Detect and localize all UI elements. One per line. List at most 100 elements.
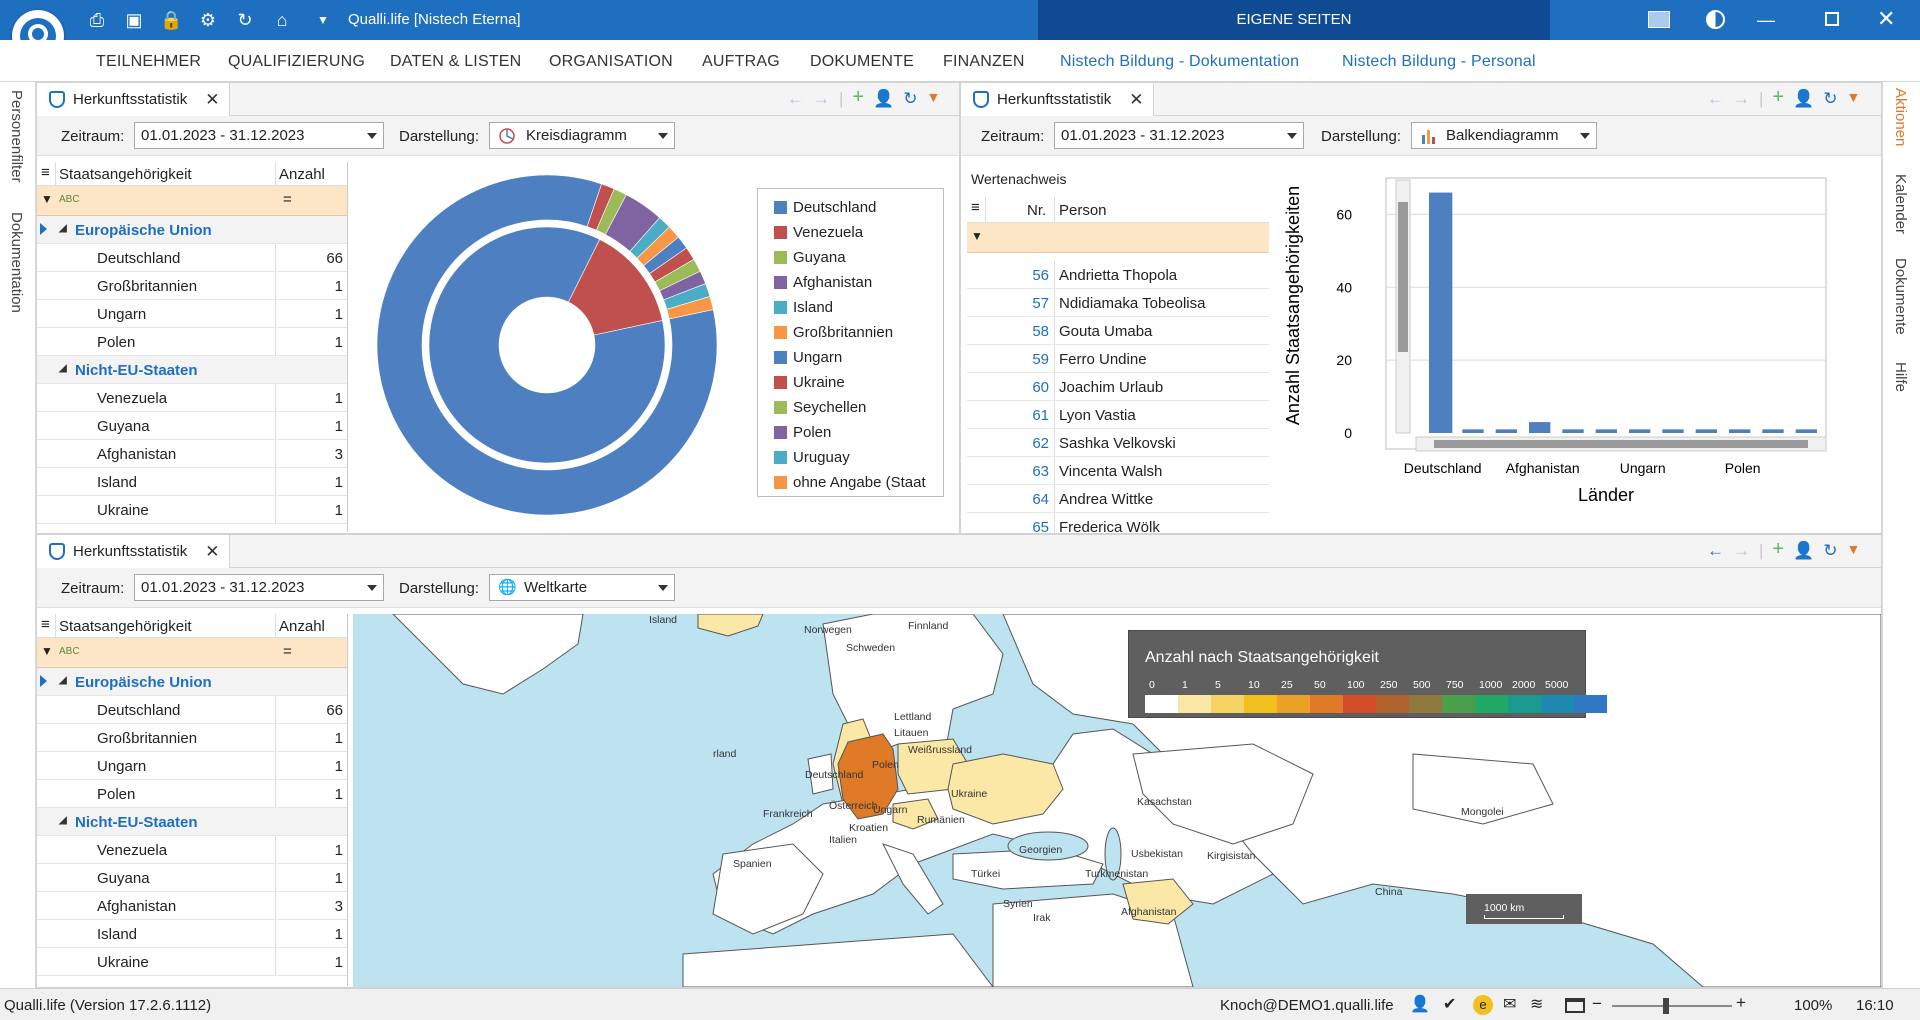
pie-slice-inner-1[interactable]: [568, 239, 663, 336]
layout-icon[interactable]: [1648, 11, 1670, 28]
window-icon[interactable]: [1565, 998, 1585, 1013]
menu-auftrag[interactable]: AUFTRAG: [702, 53, 780, 70]
wifi-icon[interactable]: ≋: [1530, 996, 1544, 1013]
zoom-out-icon[interactable]: −: [1592, 994, 1602, 1013]
bar[interactable]: [1795, 429, 1817, 433]
back-icon[interactable]: ←: [1707, 89, 1724, 108]
home-icon[interactable]: ⌂: [276, 10, 288, 30]
bar[interactable]: [1662, 429, 1684, 433]
menu-nistech-personal[interactable]: Nistech Bildung - Personal: [1342, 53, 1536, 70]
bar[interactable]: [1529, 422, 1551, 433]
hilfe-tab[interactable]: Hilfe: [1892, 362, 1909, 393]
tab-herkunftsstatistik-2[interactable]: Herkunftsstatistik ✕: [961, 83, 1155, 116]
table-row[interactable]: 60 Joachim Urlaub: [967, 373, 1269, 401]
lock-icon[interactable]: 🔒: [160, 10, 183, 30]
bar[interactable]: [1562, 429, 1584, 433]
legend-item[interactable]: Venezuela: [774, 224, 863, 241]
darstellung-select[interactable]: Balkendiagramm: [1411, 122, 1597, 149]
table-row[interactable]: 63 Vincenta Walsh: [967, 457, 1269, 485]
legend-item[interactable]: Afghanistan: [774, 274, 872, 291]
col-staatsangehoerigkeit[interactable]: Staatsangehörigkeit: [59, 618, 192, 635]
legend-item[interactable]: ohne Angabe (Staat: [774, 474, 926, 491]
legend-item[interactable]: Großbritannien: [774, 324, 893, 341]
zeitraum-select[interactable]: 01.01.2023 - 31.12.2023: [134, 574, 384, 601]
zeitraum-select[interactable]: 01.01.2023 - 31.12.2023: [1054, 122, 1304, 149]
zoom-in-icon[interactable]: +: [1736, 993, 1746, 1012]
euro-icon[interactable]: e: [1473, 995, 1493, 1015]
table-row[interactable]: 56 Andrietta Thopola: [967, 261, 1269, 289]
table-row[interactable]: Afghanistan 3: [37, 440, 347, 468]
column-chooser-icon[interactable]: ≡: [971, 199, 980, 216]
collapse-icon[interactable]: ◢: [59, 815, 67, 826]
legend-item[interactable]: Ukraine: [774, 374, 845, 391]
text-filter-icon[interactable]: ABC: [59, 194, 80, 205]
restore-icon[interactable]: [1825, 12, 1839, 26]
table-row[interactable]: Island 1: [37, 920, 347, 948]
bar[interactable]: [1462, 429, 1484, 433]
options-dropdown-icon[interactable]: ▼: [1846, 89, 1861, 105]
menu-teilnehmer[interactable]: TEILNEHMER: [96, 53, 202, 70]
filter-row[interactable]: ▼ ABC =: [37, 186, 347, 216]
reload-icon[interactable]: ↻: [1823, 89, 1838, 108]
settings-list-icon[interactable]: ⚙: [199, 10, 217, 30]
aktionen-tab[interactable]: Aktionen: [1892, 88, 1909, 147]
table-row[interactable]: 61 Lyon Vastia: [967, 401, 1269, 429]
filter-equals[interactable]: =: [283, 643, 292, 660]
theme-contrast-icon[interactable]: [1706, 10, 1725, 29]
world-map[interactable]: Island Norwegen Schweden Finnland Lettland Li…: [353, 614, 1881, 987]
pie-slice-outer-11[interactable]: [666, 296, 714, 320]
personenfilter-tab[interactable]: Personenfilter: [8, 90, 25, 183]
table-row[interactable]: Venezuela 1: [37, 836, 347, 864]
col-anzahl[interactable]: Anzahl: [279, 618, 325, 635]
zoom-slider[interactable]: [1612, 1005, 1732, 1007]
forward-icon[interactable]: →: [813, 89, 830, 108]
group-row[interactable]: ◢ Nicht-EU-Staaten: [37, 356, 347, 384]
table-row[interactable]: Guyana 1: [37, 412, 347, 440]
bar[interactable]: [1762, 429, 1784, 433]
group-row[interactable]: ◢ Nicht-EU-Staaten: [37, 808, 347, 836]
menu-nistech-dokumentation[interactable]: Nistech Bildung - Dokumentation: [1060, 53, 1300, 70]
reload-icon[interactable]: ↻: [1823, 541, 1838, 560]
filter-row[interactable]: ▼: [967, 223, 1269, 253]
options-dropdown-icon[interactable]: ▼: [1846, 541, 1861, 557]
table-row[interactable]: Ukraine 1: [37, 496, 347, 524]
col-person[interactable]: Person: [1059, 202, 1107, 219]
legend-item[interactable]: Ungarn: [774, 349, 842, 366]
table-row[interactable]: Island 1: [37, 468, 347, 496]
legend-item[interactable]: Uruguay: [774, 449, 850, 466]
column-chooser-icon[interactable]: ≡: [41, 164, 50, 181]
close-tab-icon[interactable]: ✕: [205, 541, 220, 561]
table-row[interactable]: Großbritannien 1: [37, 272, 347, 300]
close-tab-icon[interactable]: ✕: [205, 89, 220, 109]
person-icon[interactable]: 👤: [1793, 89, 1815, 108]
table-row[interactable]: Großbritannien 1: [37, 724, 347, 752]
col-nr[interactable]: Nr.: [1027, 202, 1047, 219]
legend-item[interactable]: Polen: [774, 424, 831, 441]
table-row[interactable]: Afghanistan 3: [37, 892, 347, 920]
kalender-tab[interactable]: Kalender: [1892, 174, 1909, 235]
eigene-seiten-button[interactable]: EIGENE SEITEN: [1038, 0, 1550, 40]
close-tab-icon[interactable]: ✕: [1129, 89, 1144, 109]
back-icon[interactable]: ←: [787, 89, 804, 108]
collapse-icon[interactable]: ◢: [59, 223, 67, 234]
table-row[interactable]: 62 Sashka Velkovski: [967, 429, 1269, 457]
filter-equals[interactable]: =: [283, 191, 292, 208]
add-icon[interactable]: +: [852, 86, 865, 108]
tab-herkunftsstatistik-3[interactable]: Herkunftsstatistik ✕: [37, 535, 231, 568]
quick-access-dropdown-icon[interactable]: ▼: [317, 13, 329, 27]
menu-qualifizierung[interactable]: QUALIFIZIERUNG: [228, 53, 366, 70]
legend-item[interactable]: Deutschland: [774, 199, 876, 216]
forward-icon[interactable]: →: [1733, 541, 1750, 560]
zoom-slider-thumb[interactable]: [1663, 998, 1669, 1014]
dokumentation-tab[interactable]: Dokumentation: [8, 212, 25, 313]
collapse-icon[interactable]: ◢: [59, 675, 67, 686]
table-row[interactable]: Deutschland 66: [37, 696, 347, 724]
reload-icon[interactable]: ↻: [903, 89, 918, 108]
dokumente-tab[interactable]: Dokumente: [1892, 258, 1909, 335]
shield-check-icon[interactable]: ✔: [1443, 996, 1457, 1013]
group-row[interactable]: ◢ Europäische Union: [37, 216, 347, 244]
text-filter-icon[interactable]: ABC: [59, 646, 80, 657]
filter-row[interactable]: ▼ ABC =: [37, 638, 347, 668]
menu-daten-listen[interactable]: DATEN & LISTEN: [390, 53, 522, 70]
bar[interactable]: [1495, 429, 1517, 433]
